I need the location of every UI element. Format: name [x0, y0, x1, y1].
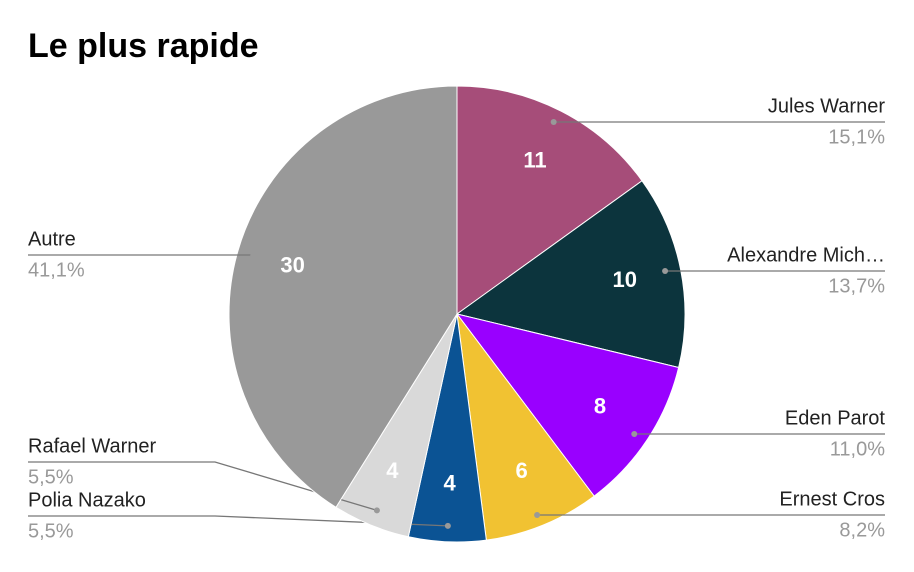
leader-dot [373, 507, 380, 514]
legend-label: Autre [28, 228, 76, 250]
legend-label: Alexandre Mich… [727, 244, 885, 266]
percent-label: 13,7% [828, 275, 885, 297]
pie-slice [456, 85, 643, 315]
pie-slice [228, 85, 458, 508]
leader-dot [250, 252, 257, 259]
legend-label: Eden Parot [785, 407, 886, 429]
percent-label: 5,5% [28, 520, 74, 542]
chart-title: Le plus rapide [28, 27, 259, 65]
data-label: 4 [444, 471, 457, 496]
data-label: 30 [280, 253, 304, 278]
percent-label: 8,2% [839, 519, 885, 541]
pie-slice [455, 313, 680, 497]
pie-slice [456, 312, 595, 541]
percent-label: 11,0% [830, 438, 885, 460]
legend-label: Ernest Cros [779, 488, 885, 510]
data-label: 11 [523, 148, 546, 173]
leader-dot [444, 522, 451, 529]
data-label: 4 [386, 458, 399, 483]
percent-label: 5,5% [28, 466, 74, 488]
legend-label: Rafael Warner [28, 435, 157, 457]
leader-dot [662, 268, 669, 274]
data-label: 6 [515, 458, 527, 483]
data-label: 8 [594, 394, 606, 419]
legend-label: Jules Warner [768, 95, 885, 117]
leader-dot [631, 431, 638, 437]
percent-label: 15,1% [828, 126, 885, 148]
percent-label: 41,1% [28, 259, 85, 281]
leader-dot [534, 512, 541, 518]
leader-dot [550, 119, 557, 125]
data-label: 10 [613, 267, 637, 292]
pie-slice [455, 180, 686, 369]
legend-label: Polia Nazako [28, 489, 146, 511]
